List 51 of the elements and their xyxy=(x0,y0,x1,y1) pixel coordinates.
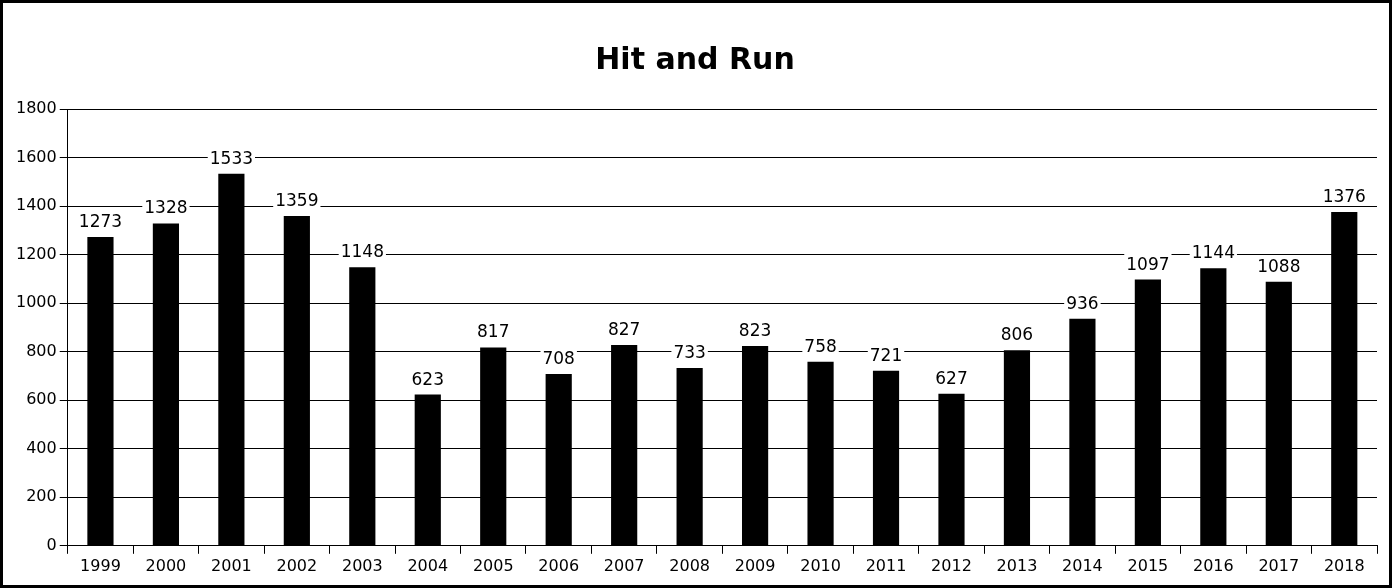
x-tick-label: 2001 xyxy=(211,555,252,575)
x-tick-label: 2012 xyxy=(931,555,972,575)
data-label: 1273 xyxy=(78,210,123,231)
x-tick-label: 2017 xyxy=(1258,555,1300,575)
data-label: 721 xyxy=(869,344,903,365)
x-tick-label: 2016 xyxy=(1192,555,1234,575)
x-tick-label: 2000 xyxy=(145,555,187,575)
x-tick-label: 2015 xyxy=(1127,555,1169,575)
data-label: 1533 xyxy=(209,147,254,168)
data-label: 827 xyxy=(607,319,641,340)
y-tick-label: 1200 xyxy=(16,243,57,263)
x-tick-label: 2003 xyxy=(341,555,383,575)
data-label: 627 xyxy=(935,367,968,388)
data-label: 708 xyxy=(542,347,575,368)
x-tick-label: 2011 xyxy=(865,555,907,575)
y-tick-label: 0 xyxy=(46,534,57,554)
x-tick-label: 2014 xyxy=(1062,555,1103,575)
y-tick-label: 800 xyxy=(26,340,57,360)
data-label: 1376 xyxy=(1322,185,1366,206)
x-tick-label: 2008 xyxy=(669,555,710,575)
data-label: 1144 xyxy=(1191,242,1235,263)
y-tick-label: 400 xyxy=(26,437,57,457)
x-tick-label: 2009 xyxy=(734,555,776,575)
y-tick-label: 1000 xyxy=(16,292,57,312)
x-tick-label: 2005 xyxy=(472,555,514,575)
x-tick-label: 1999 xyxy=(80,555,121,575)
x-tick-label: 2013 xyxy=(996,555,1038,575)
y-tick-label: 1600 xyxy=(16,146,57,166)
data-label: 1097 xyxy=(1126,253,1170,274)
chart-title: Hit and Run xyxy=(595,40,795,76)
x-tick-label: 2018 xyxy=(1323,555,1365,575)
y-tick-label: 1800 xyxy=(16,98,57,118)
data-label: 936 xyxy=(1066,292,1099,313)
data-label: 1359 xyxy=(275,189,319,210)
x-tick-label: 2007 xyxy=(603,555,645,575)
data-label: 733 xyxy=(673,341,706,362)
x-tick-label: 2010 xyxy=(800,555,841,575)
data-label: 823 xyxy=(738,320,772,341)
y-tick-label: 1400 xyxy=(16,195,57,215)
data-label: 758 xyxy=(804,335,837,356)
x-tick-label: 2004 xyxy=(407,555,449,575)
data-label: 1088 xyxy=(1257,255,1301,276)
data-label: 1328 xyxy=(144,197,188,218)
data-label: 806 xyxy=(1000,324,1034,345)
data-label: 623 xyxy=(411,368,444,389)
data-label: 817 xyxy=(477,321,510,342)
x-tick-label: 2002 xyxy=(276,555,318,575)
y-tick-label: 200 xyxy=(26,486,57,506)
y-tick-label: 600 xyxy=(26,389,57,409)
data-label: 1148 xyxy=(340,241,384,262)
x-tick-label: 2006 xyxy=(538,555,580,575)
